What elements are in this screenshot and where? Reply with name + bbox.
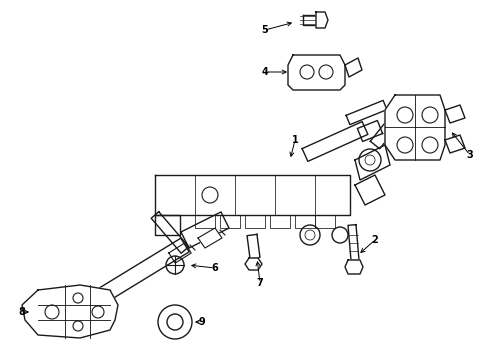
Text: 1: 1: [291, 135, 298, 145]
Polygon shape: [244, 258, 262, 270]
Polygon shape: [314, 215, 334, 228]
Polygon shape: [345, 260, 362, 274]
Text: 6: 6: [211, 263, 218, 273]
Text: 2: 2: [371, 235, 378, 245]
Polygon shape: [444, 105, 464, 123]
Polygon shape: [155, 175, 349, 215]
Text: 9: 9: [198, 317, 205, 327]
Text: 7: 7: [256, 278, 263, 288]
Polygon shape: [287, 55, 345, 90]
Text: 3: 3: [466, 150, 472, 160]
Polygon shape: [294, 215, 314, 228]
Polygon shape: [444, 135, 464, 153]
Polygon shape: [198, 228, 222, 248]
Polygon shape: [354, 145, 389, 180]
Polygon shape: [354, 175, 384, 205]
Polygon shape: [22, 285, 118, 338]
Polygon shape: [384, 95, 444, 160]
Text: 8: 8: [19, 307, 25, 317]
Polygon shape: [269, 215, 289, 228]
Polygon shape: [315, 12, 327, 28]
Text: 4: 4: [261, 67, 268, 77]
Polygon shape: [155, 215, 180, 235]
Polygon shape: [244, 215, 264, 228]
Text: 5: 5: [261, 25, 268, 35]
Polygon shape: [345, 58, 361, 77]
Polygon shape: [195, 215, 215, 228]
Polygon shape: [220, 215, 240, 228]
